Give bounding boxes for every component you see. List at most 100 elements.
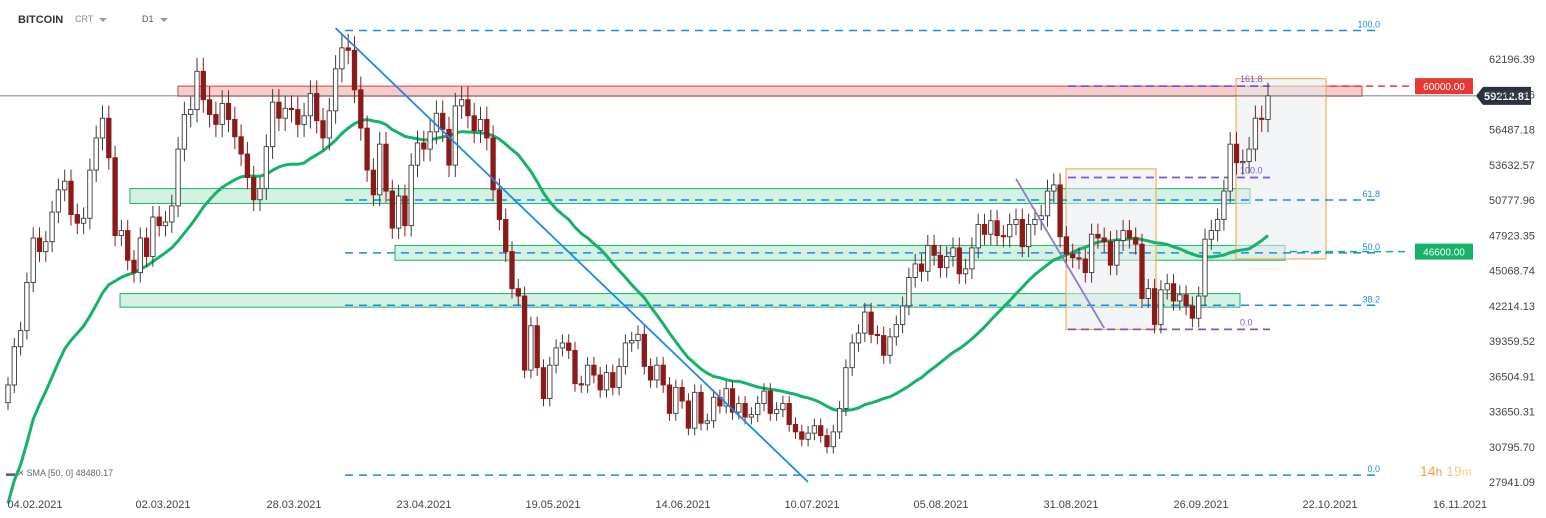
candle-up[interactable] <box>194 70 200 111</box>
candle-up[interactable] <box>899 305 906 325</box>
candle-down[interactable] <box>364 127 370 171</box>
candle-down[interactable] <box>1189 305 1196 319</box>
candle-up[interactable] <box>93 137 99 171</box>
timeframe-dropdown[interactable]: D1 <box>142 14 168 24</box>
candle-up[interactable] <box>780 403 786 411</box>
candle-down[interactable] <box>1000 235 1007 238</box>
candle-down[interactable] <box>597 374 603 391</box>
candle-down[interactable] <box>351 49 358 91</box>
candle-up[interactable] <box>1246 148 1252 162</box>
candle-down[interactable] <box>200 70 206 101</box>
candle-down[interactable] <box>1233 143 1240 164</box>
candle-down[interactable] <box>824 435 830 448</box>
candle-down[interactable] <box>1063 236 1070 255</box>
candle-up[interactable] <box>282 107 288 119</box>
candle-up[interactable] <box>377 143 383 196</box>
candle-up[interactable] <box>975 223 981 249</box>
candle-down[interactable] <box>818 425 824 437</box>
candle-up[interactable] <box>162 221 169 227</box>
candle-up[interactable] <box>723 388 729 407</box>
candle-down[interactable] <box>383 143 389 192</box>
candle-down[interactable] <box>610 372 616 388</box>
candle-up[interactable] <box>906 277 912 307</box>
candle-up[interactable] <box>1088 233 1095 274</box>
candle-down[interactable] <box>465 99 471 117</box>
candle-up[interactable] <box>257 188 263 201</box>
candle-up[interactable] <box>30 237 36 283</box>
candle-up[interactable] <box>43 241 49 253</box>
candle-up[interactable] <box>49 211 55 243</box>
candle-up[interactable] <box>553 347 559 366</box>
candle-up[interactable] <box>1145 288 1151 299</box>
candle-down[interactable] <box>213 114 219 125</box>
candle-up[interactable] <box>1164 283 1170 291</box>
candle-down[interactable] <box>767 390 773 414</box>
candle-up[interactable] <box>1007 223 1013 238</box>
candle-up[interactable] <box>773 409 780 414</box>
candle-up[interactable] <box>395 195 402 229</box>
candle-up[interactable] <box>547 364 553 399</box>
candle-down[interactable] <box>484 119 490 139</box>
candle-up[interactable] <box>477 119 484 132</box>
candle-down[interactable] <box>496 189 503 220</box>
candle-down[interactable] <box>540 367 547 399</box>
candle-up[interactable] <box>263 146 269 190</box>
candle-down[interactable] <box>566 342 572 351</box>
candle-up[interactable] <box>1013 219 1019 225</box>
candle-up[interactable] <box>755 403 761 416</box>
candle-down[interactable] <box>288 107 295 111</box>
candle-up[interactable] <box>654 364 660 381</box>
candle-up[interactable] <box>1227 143 1233 192</box>
candle-down[interactable] <box>345 47 351 51</box>
candle-down[interactable] <box>36 237 43 253</box>
candle-up[interactable] <box>458 99 465 107</box>
candle-up[interactable] <box>736 403 742 413</box>
candle-up[interactable] <box>673 386 679 414</box>
candle-down[interactable] <box>874 333 881 337</box>
candle-down[interactable] <box>251 177 257 201</box>
candle-up[interactable] <box>559 342 566 349</box>
candle-up[interactable] <box>169 205 175 223</box>
candle-up[interactable] <box>1265 95 1271 120</box>
candle-down[interactable] <box>156 216 162 227</box>
candle-down[interactable] <box>521 295 528 371</box>
candle-down[interactable] <box>68 180 74 215</box>
candle-down[interactable] <box>729 388 736 413</box>
candle-down[interactable] <box>1183 294 1189 307</box>
candle-down[interactable] <box>1070 253 1076 259</box>
candle-down[interactable] <box>679 386 685 402</box>
candle-up[interactable] <box>950 247 956 257</box>
candle-up[interactable] <box>622 342 629 367</box>
candle-down[interactable] <box>106 117 112 159</box>
candle-up[interactable] <box>269 101 276 148</box>
candle-up[interactable] <box>1032 219 1038 225</box>
candle-down[interactable] <box>881 335 887 356</box>
candle-up[interactable] <box>326 110 332 139</box>
candle-down[interactable] <box>232 119 238 138</box>
candle-up[interactable] <box>1044 190 1051 217</box>
candle-down[interactable] <box>1076 257 1082 260</box>
candle-up[interactable] <box>1114 240 1120 266</box>
candle-up[interactable] <box>925 244 931 272</box>
candle-up[interactable] <box>301 115 307 125</box>
candle-down[interactable] <box>799 431 805 440</box>
candle-down[interactable] <box>685 400 692 429</box>
candle-up[interactable] <box>805 432 811 440</box>
candle-up[interactable] <box>150 216 156 257</box>
candle-down[interactable] <box>370 169 377 196</box>
candle-up[interactable] <box>830 431 836 448</box>
candle-up[interactable] <box>1221 190 1227 220</box>
candle-down[interactable] <box>956 247 962 275</box>
candle-up[interactable] <box>1252 117 1259 150</box>
candle-down[interactable] <box>1259 117 1265 120</box>
candle-down[interactable] <box>1126 230 1133 239</box>
candle-down[interactable] <box>1082 258 1088 274</box>
candle-up[interactable] <box>635 333 641 341</box>
candle-down[interactable] <box>206 99 213 115</box>
candle-down[interactable] <box>509 251 515 290</box>
candle-down[interactable] <box>534 325 540 369</box>
candle-up[interactable] <box>427 131 433 150</box>
candle-down[interactable] <box>578 383 584 386</box>
sma-legend[interactable]: ▬ ✕ SMA [50, 0] 48480.17 <box>6 468 113 479</box>
